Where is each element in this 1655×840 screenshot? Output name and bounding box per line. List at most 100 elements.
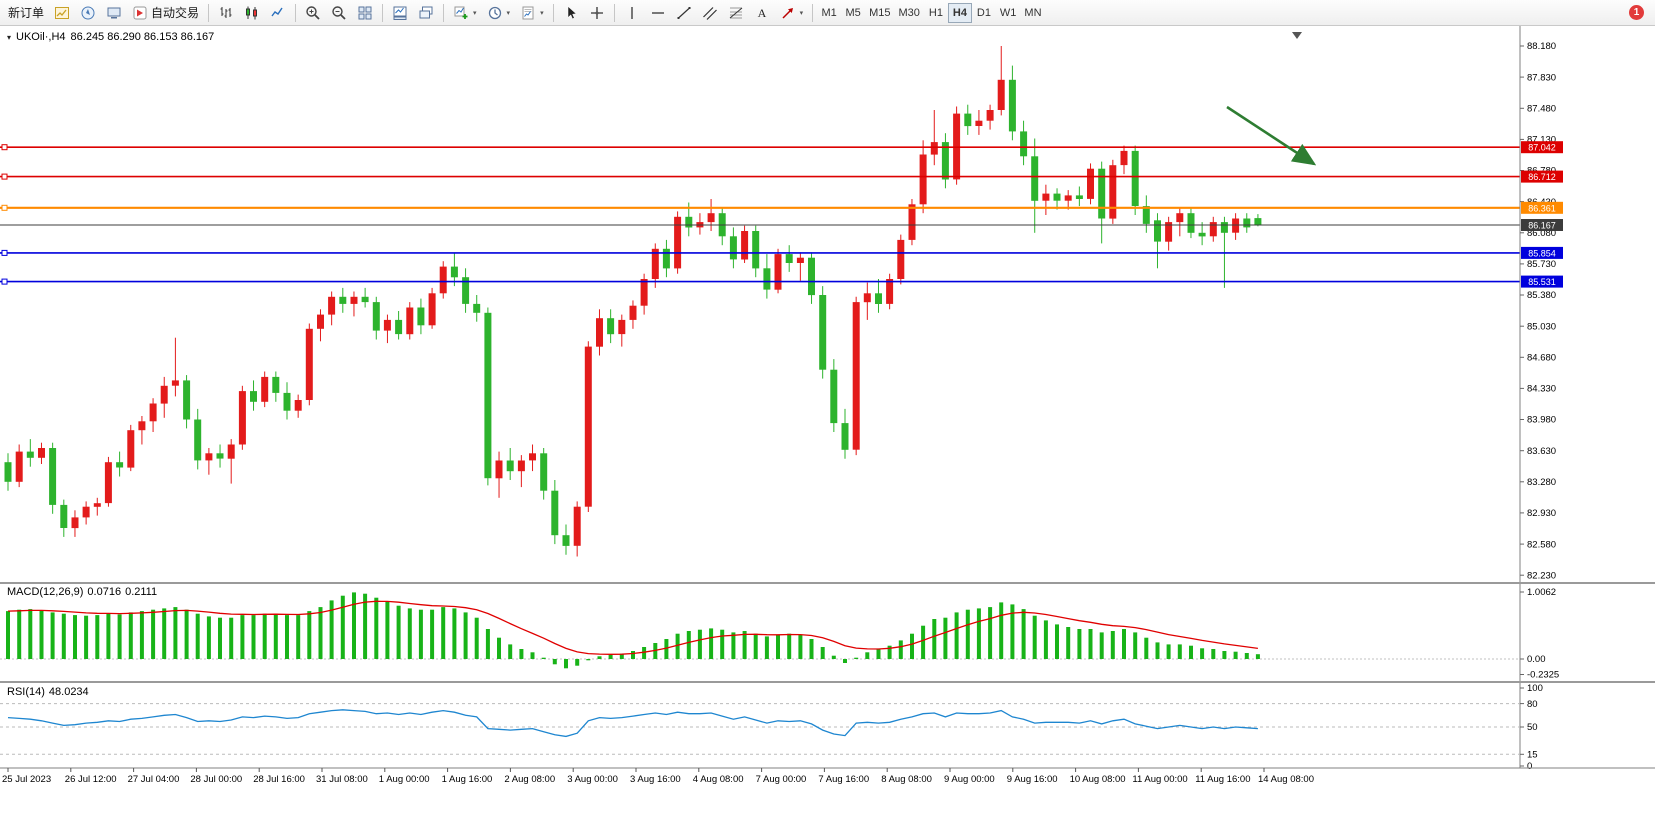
candle-body [852,302,860,450]
time-axis[interactable]: 25 Jul 2023 26 Jul 12:00 27 Jul 04:00 28 Ju… [0,767,1655,785]
price-badge-label: 85.854 [1528,248,1556,258]
market-watch-button[interactable] [49,2,75,24]
periods-button[interactable]: ▾ [482,2,516,24]
price-badge-label: 87.042 [1528,143,1556,153]
green-arrow[interactable] [1226,105,1317,166]
candle-body [551,490,559,536]
macd-bar [943,617,948,659]
timeframe-h1[interactable]: H1 [924,3,948,23]
macd-bar [262,613,267,659]
candle-body [1075,195,1083,199]
toolbar-separator [382,3,384,22]
macd-bar [519,649,524,659]
dropdown-arrow-icon: ▾ [506,9,511,17]
macd-bar [1021,609,1026,659]
macd-bar [173,607,178,659]
macd-bar [128,612,133,659]
candle-body [707,213,715,223]
macd-bar [117,614,122,659]
time-axis-label: 9 Aug 00:00 [944,774,995,785]
timeframe-m1[interactable]: M1 [817,3,841,23]
time-axis-label: 3 Aug 16:00 [630,774,681,785]
timeframe-d1[interactable]: D1 [972,3,996,23]
macd-bar [541,657,546,659]
crosshair-button[interactable] [584,2,610,24]
macd-bar [218,617,222,659]
chart-canvas[interactable]: 88.18087.83087.48087.13086.78086.43086.0… [0,26,1655,835]
macd-bar [251,615,256,659]
channel-button[interactable] [697,2,723,24]
toolbar: 新订单 自动交易 ▾ ▾ ▾ A ▾ M1 M5 M15 M30 H1 H4 D1 W1 MN 1 [0,0,1655,26]
candle-body [674,216,682,269]
macd-bar [787,633,792,659]
price-axis-label: 82.930 [1527,508,1556,519]
price-axis[interactable]: 88.18087.83087.48087.13086.78086.43086.0… [1519,26,1563,768]
fibonacci-icon [728,5,744,21]
navigator-button[interactable] [75,2,101,24]
time-axis-label: 1 Aug 00:00 [379,774,430,785]
macd-bar [876,649,881,659]
candle-body [428,293,436,326]
timeframe-h4[interactable]: H4 [947,2,972,23]
trendline-button[interactable] [671,2,697,24]
hline-handle[interactable] [1,173,8,180]
candle-body [796,257,804,263]
indicators-button[interactable]: ▾ [448,2,482,24]
macd-bar [965,609,970,659]
macd-bar [976,608,981,659]
price-axis-label: 85.380 [1527,290,1556,301]
horizontal-lines[interactable] [0,144,1520,285]
bar-chart-button[interactable] [213,2,239,24]
macd-bar [418,609,423,659]
candle-body [506,460,514,472]
notification-badge[interactable]: 1 [1629,5,1644,20]
hline-handle[interactable] [1,144,8,151]
vertical-line-button[interactable] [619,2,645,24]
time-axis-label: 7 Aug 16:00 [818,774,869,785]
zoom-in-button[interactable] [300,2,326,24]
macd-bar [831,655,836,659]
templates-button[interactable]: ▾ [515,2,549,24]
toolbar-separator [613,3,615,22]
hline-handle[interactable] [1,204,8,211]
candle-body [529,453,536,461]
time-axis-label: 10 Aug 08:00 [1070,774,1126,785]
candle-body [450,266,458,278]
tile-windows-button[interactable] [352,2,378,24]
time-axis-label: 27 Jul 04:00 [128,774,180,785]
timeframe-m15[interactable]: M15 [865,3,894,23]
dropdown-arrow-icon: ▾ [540,9,544,17]
cursor-button[interactable] [558,2,584,24]
macd-bar [374,597,379,659]
time-axis-label: 2 Aug 08:00 [504,774,555,785]
auto-trading-button[interactable]: 自动交易 [127,2,204,24]
search-icon[interactable] [1611,1,1621,25]
candle-body [383,319,391,331]
horizontal-line-button[interactable] [645,2,671,24]
macd-bar [552,659,557,665]
cascade-windows-button[interactable] [413,2,439,24]
timeframe-w1[interactable]: W1 [996,3,1021,23]
terminal-button[interactable] [101,2,127,24]
arrow-annotation[interactable] [1226,32,1317,166]
arrange-windows-button[interactable] [387,2,413,24]
new-order-button[interactable]: 新订单 [3,2,49,24]
arrows-button[interactable]: ▾ [775,2,809,24]
timeframe-m5[interactable]: M5 [841,3,865,23]
hline-handle[interactable] [1,278,8,285]
hline-handle[interactable] [1,249,8,256]
line-chart-button[interactable] [265,2,291,24]
toolbar-buttons: 新订单 自动交易 ▾ ▾ ▾ A ▾ M1 M5 M15 M30 H1 H4 D1 W1 MN [3,0,1046,25]
macd-bar [474,617,479,659]
macd-bar [352,592,356,659]
timeframe-mn[interactable]: MN [1020,3,1045,23]
fibonacci-button[interactable] [723,2,749,24]
candlestick-button[interactable] [239,2,265,24]
chart-shift-marker[interactable] [1292,32,1302,39]
zoom-out-button[interactable] [326,2,352,24]
text-button[interactable]: A [749,2,775,24]
time-axis-label: 1 Aug 16:00 [442,774,493,785]
tile-windows-icon [357,5,373,21]
timeframe-m30[interactable]: M30 [895,3,924,23]
candle-body [986,110,994,121]
